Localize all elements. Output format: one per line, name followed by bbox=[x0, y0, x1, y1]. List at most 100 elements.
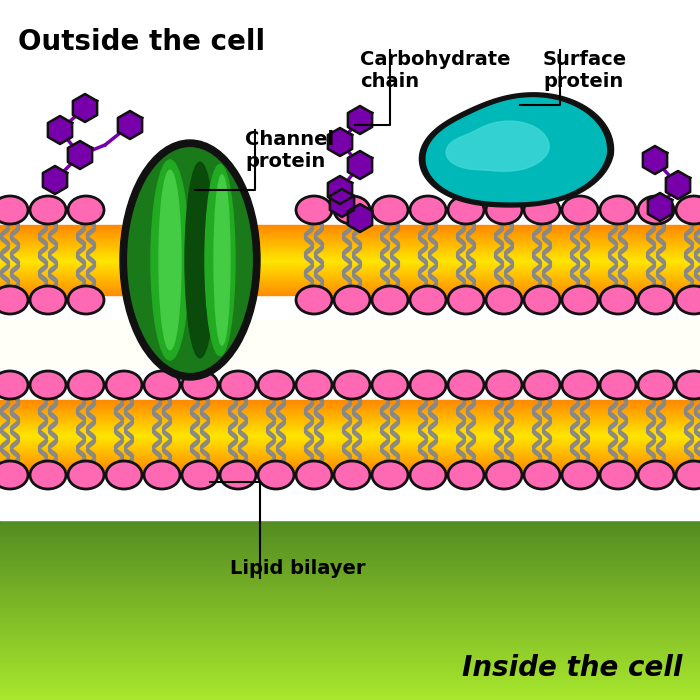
Bar bbox=[0, 658, 700, 659]
Bar bbox=[0, 442, 700, 443]
Bar bbox=[0, 267, 700, 268]
Ellipse shape bbox=[106, 371, 142, 399]
Bar bbox=[0, 646, 700, 648]
Bar bbox=[0, 538, 700, 540]
Bar bbox=[0, 258, 700, 260]
Bar bbox=[0, 246, 700, 247]
Bar bbox=[0, 699, 700, 700]
Bar bbox=[0, 648, 700, 649]
Bar bbox=[0, 284, 700, 286]
Ellipse shape bbox=[562, 196, 598, 224]
Bar bbox=[0, 638, 700, 640]
Bar bbox=[0, 423, 700, 424]
Bar bbox=[0, 595, 700, 596]
Bar bbox=[0, 286, 700, 287]
Bar bbox=[0, 573, 700, 574]
Bar bbox=[0, 419, 700, 420]
Ellipse shape bbox=[0, 196, 28, 224]
Ellipse shape bbox=[296, 196, 332, 224]
Bar bbox=[0, 557, 700, 559]
Bar bbox=[0, 592, 700, 594]
Bar bbox=[0, 666, 700, 667]
Ellipse shape bbox=[562, 286, 598, 314]
Bar bbox=[0, 695, 700, 697]
Ellipse shape bbox=[205, 164, 235, 356]
Bar bbox=[0, 456, 700, 457]
Ellipse shape bbox=[638, 461, 674, 489]
Bar bbox=[0, 262, 700, 264]
Bar bbox=[0, 452, 700, 453]
Ellipse shape bbox=[68, 286, 104, 314]
Bar bbox=[0, 468, 700, 469]
Ellipse shape bbox=[30, 196, 66, 224]
Bar bbox=[0, 428, 700, 430]
Bar bbox=[0, 637, 700, 638]
Ellipse shape bbox=[372, 371, 408, 399]
Bar bbox=[0, 244, 700, 246]
Ellipse shape bbox=[448, 286, 484, 314]
Bar bbox=[0, 688, 700, 690]
Bar bbox=[0, 575, 700, 577]
Bar bbox=[0, 463, 700, 464]
Polygon shape bbox=[446, 121, 549, 172]
Bar bbox=[0, 667, 700, 668]
Ellipse shape bbox=[0, 461, 28, 489]
Ellipse shape bbox=[68, 196, 104, 224]
Bar bbox=[0, 444, 700, 445]
Bar bbox=[0, 263, 700, 265]
Bar bbox=[0, 463, 700, 465]
Bar bbox=[0, 613, 700, 615]
Polygon shape bbox=[68, 141, 92, 169]
Bar bbox=[0, 260, 700, 262]
Bar bbox=[0, 566, 700, 568]
Bar bbox=[0, 625, 700, 626]
Bar bbox=[0, 412, 700, 413]
Bar bbox=[0, 580, 700, 582]
Bar bbox=[0, 291, 700, 293]
Bar bbox=[0, 276, 700, 277]
Ellipse shape bbox=[638, 371, 674, 399]
Ellipse shape bbox=[214, 175, 230, 345]
Bar bbox=[0, 568, 700, 570]
Bar bbox=[0, 410, 700, 412]
Bar bbox=[0, 234, 700, 235]
Bar bbox=[0, 582, 700, 583]
Bar bbox=[0, 290, 700, 291]
Bar bbox=[0, 554, 700, 556]
Bar bbox=[0, 426, 700, 428]
Bar bbox=[0, 437, 700, 438]
Polygon shape bbox=[643, 146, 667, 174]
Bar bbox=[0, 407, 700, 409]
Bar bbox=[0, 526, 700, 528]
Polygon shape bbox=[348, 106, 372, 134]
Bar bbox=[0, 578, 700, 580]
Ellipse shape bbox=[676, 286, 700, 314]
Bar bbox=[0, 624, 700, 625]
Bar bbox=[0, 232, 700, 233]
Bar bbox=[0, 0, 700, 520]
Bar bbox=[0, 269, 700, 270]
Bar bbox=[0, 409, 700, 410]
Ellipse shape bbox=[600, 286, 636, 314]
Bar bbox=[0, 403, 700, 405]
Bar bbox=[0, 634, 700, 636]
Bar bbox=[0, 690, 700, 691]
Bar bbox=[0, 532, 700, 533]
Bar bbox=[0, 461, 700, 463]
Ellipse shape bbox=[448, 461, 484, 489]
Bar bbox=[0, 253, 700, 254]
Ellipse shape bbox=[372, 461, 408, 489]
Bar bbox=[0, 522, 700, 523]
Bar bbox=[0, 692, 700, 694]
Bar bbox=[0, 611, 700, 613]
Bar bbox=[0, 671, 700, 673]
Bar bbox=[0, 284, 700, 285]
Bar bbox=[0, 274, 700, 275]
Bar bbox=[0, 687, 700, 688]
Bar bbox=[0, 276, 700, 278]
Ellipse shape bbox=[182, 461, 218, 489]
Bar bbox=[0, 225, 700, 226]
Bar bbox=[0, 428, 700, 429]
Bar bbox=[0, 405, 700, 407]
Bar bbox=[0, 561, 700, 562]
